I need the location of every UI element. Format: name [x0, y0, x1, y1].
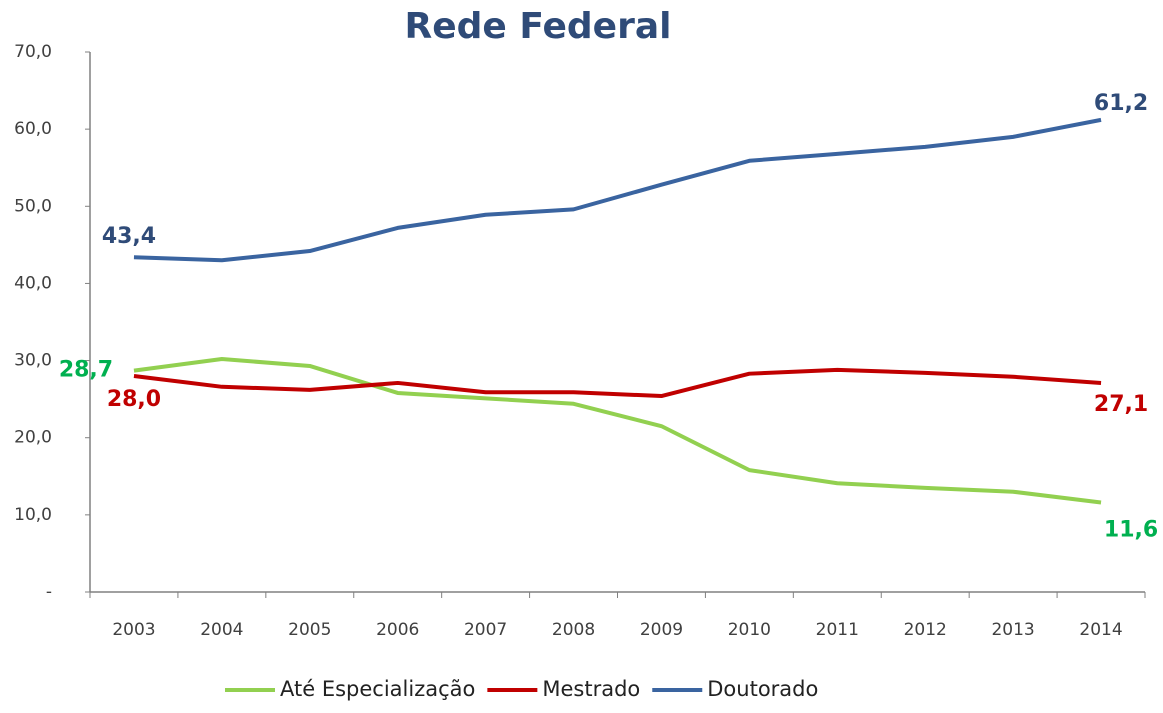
chart-title: Rede Federal	[405, 6, 672, 47]
y-tick-label: 50,0	[14, 196, 52, 216]
data-label: 27,1	[1094, 392, 1148, 417]
legend-label: Doutorado	[707, 677, 818, 701]
x-tick-label: 2003	[112, 620, 155, 640]
data-label: 61,2	[1094, 91, 1148, 116]
x-tick-label: 2013	[991, 620, 1034, 640]
x-tick-label: 2007	[464, 620, 507, 640]
x-tick-label: 2004	[200, 620, 243, 640]
series-line	[133, 367, 1102, 399]
y-tick-label: 20,0	[14, 428, 52, 448]
x-tick-label: 2009	[640, 620, 683, 640]
series-line	[133, 357, 1102, 505]
data-label: 43,4	[102, 224, 156, 249]
x-tick-label: 2011	[816, 620, 859, 640]
data-label: 28,0	[107, 387, 161, 412]
x-tick-label: 2014	[1079, 620, 1122, 640]
data-label: 11,6	[1104, 518, 1158, 543]
x-tick-label: 2008	[552, 620, 595, 640]
x-tick-label: 2005	[288, 620, 331, 640]
y-tick-label: 60,0	[14, 119, 52, 139]
y-tick-label: 10,0	[14, 505, 52, 525]
y-tick-label: 70,0	[14, 42, 52, 62]
y-tick-label: 40,0	[14, 273, 52, 293]
y-tick-label: 30,0	[14, 351, 52, 371]
series-line	[133, 117, 1102, 263]
y-tick-label: -	[46, 582, 52, 602]
x-tick-label: 2012	[904, 620, 947, 640]
x-tick-label: 2010	[728, 620, 771, 640]
x-tick-label: 2006	[376, 620, 419, 640]
data-label: 28,7	[59, 358, 113, 383]
legend-label: Até Especialização	[280, 677, 475, 701]
legend-label: Mestrado	[542, 677, 640, 701]
